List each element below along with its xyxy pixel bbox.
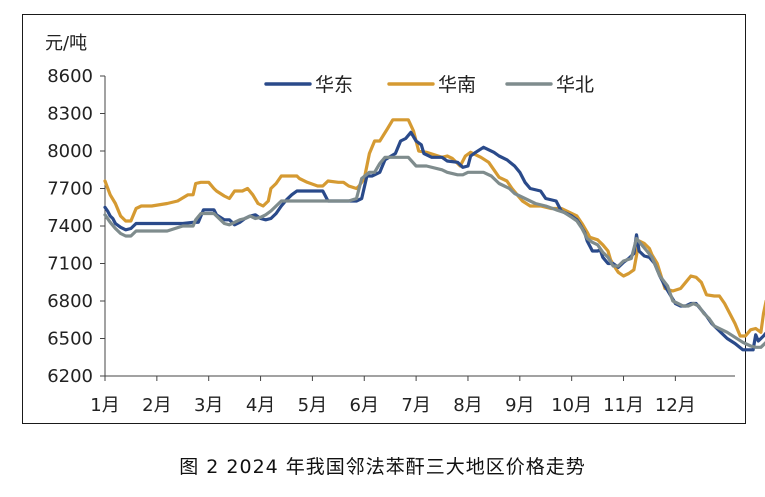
x-tick-label: 5月 <box>298 395 327 416</box>
x-tick-label: 12月 <box>655 395 696 416</box>
series-layer <box>103 118 765 352</box>
chart-frame <box>22 14 746 424</box>
y-axis-unit-label: 元/吨 <box>45 33 87 54</box>
legend-label: 华南 <box>438 74 476 96</box>
axes: 6200 6500 6800 7100 7400 7700 8000 8300 8600 1月 2月… <box>47 66 735 416</box>
x-tick-label: 6月 <box>350 395 379 416</box>
line-chart: 元/吨 6200 6500 6800 7100 7400 7700 8000 8300 8600… <box>45 33 765 416</box>
y-tick-label: 7700 <box>47 179 93 200</box>
legend-label: 华东 <box>315 74 353 96</box>
y-tick-label: 6800 <box>47 291 93 312</box>
series-line-2 <box>103 118 765 338</box>
y-tick-label: 8300 <box>47 104 93 125</box>
legend: 华东 华南 华北 <box>264 74 594 96</box>
x-tick-label: 2月 <box>142 395 171 416</box>
legend-label: 华北 <box>556 74 594 96</box>
figure-caption: 图 2 2024 年我国邻法苯酐三大地区价格走势 <box>179 456 586 478</box>
x-tick-label: 9月 <box>505 395 534 416</box>
x-tick-label: 7月 <box>401 395 430 416</box>
y-tick-label: 8600 <box>47 66 93 87</box>
y-tick-label: 7400 <box>47 216 93 237</box>
series-line-3 <box>103 155 765 349</box>
series-line-1 <box>103 130 765 352</box>
x-tick-label: 11月 <box>603 395 644 416</box>
x-tick-label: 8月 <box>453 395 482 416</box>
x-tick-label: 1月 <box>90 395 119 416</box>
x-tick-label: 4月 <box>246 395 275 416</box>
x-tick-label: 3月 <box>194 395 223 416</box>
y-tick-label: 6200 <box>47 366 93 387</box>
x-tick-label: 10月 <box>551 395 592 416</box>
y-tick-label: 6500 <box>47 329 93 350</box>
y-tick-label: 7100 <box>47 254 93 275</box>
y-tick-label: 8000 <box>47 141 93 162</box>
